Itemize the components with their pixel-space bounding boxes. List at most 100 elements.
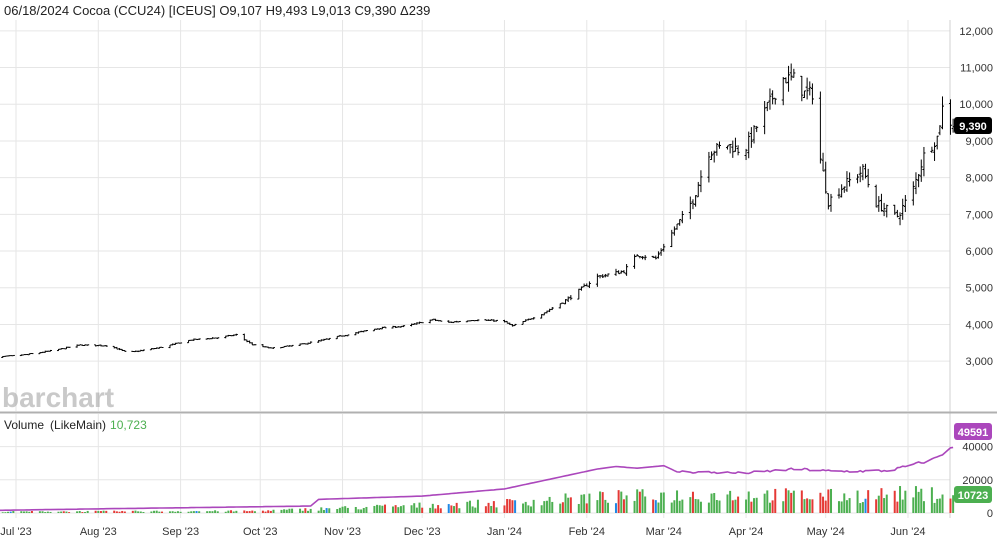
ohlc-bar	[272, 347, 276, 349]
ohlc-bar	[64, 346, 68, 350]
ohlc-bar	[56, 348, 60, 352]
ohlc-bar	[359, 330, 363, 333]
ohlc-bar	[800, 75, 804, 102]
ohlc-bar	[22, 354, 26, 356]
volume-bar	[596, 500, 599, 513]
volume-bar	[153, 510, 156, 513]
volume-bar	[503, 505, 506, 513]
volume-bar	[322, 510, 325, 513]
ohlc-bar	[919, 159, 923, 182]
volume-bar	[699, 501, 702, 513]
volume-bar	[837, 501, 840, 513]
ohlc-bar	[566, 296, 570, 303]
ohlc-bar	[792, 68, 796, 78]
ohlc-bar	[744, 148, 748, 161]
volume-bar	[57, 511, 60, 513]
ohlc-bar	[205, 338, 209, 340]
ohlc-bar	[545, 310, 549, 314]
volume-bar	[545, 500, 548, 513]
volume-bar	[476, 499, 479, 513]
ohlc-bar	[120, 348, 124, 352]
volume-bar	[514, 500, 517, 513]
volume-bar	[731, 500, 734, 513]
ohlc-bar	[882, 202, 886, 217]
month-tick-label: Mar '24	[646, 526, 682, 538]
ohlc-bar	[473, 320, 477, 322]
ohlc-bar	[845, 171, 849, 192]
volume-bar	[373, 505, 376, 513]
volume-bar	[899, 486, 902, 513]
volume-bar	[530, 506, 533, 513]
ohlc-bar	[641, 256, 645, 260]
ohlc-bar	[598, 275, 602, 279]
ohlc-bar	[606, 273, 610, 277]
ohlc-bar	[577, 288, 581, 300]
price-tick-label: 3,000	[965, 356, 993, 368]
ohlc-bar	[728, 143, 732, 154]
volume-bar	[362, 507, 365, 513]
ohlc-bar	[569, 295, 573, 301]
ohlc-bar	[532, 317, 536, 320]
volume-bar	[941, 494, 944, 513]
ohlc-bar	[691, 199, 695, 210]
price-tick-label: 9,000	[965, 136, 993, 148]
ohlc-bar	[805, 77, 809, 100]
ohlc-bar	[123, 350, 127, 352]
ohlc-bar	[540, 314, 544, 319]
volume-bar	[930, 487, 933, 513]
ohlc-bar	[773, 97, 777, 105]
volume-bar	[76, 511, 79, 513]
volume-bar	[638, 491, 641, 513]
volume-bar	[511, 500, 514, 513]
ohlc-bar	[585, 283, 589, 287]
volume-bar	[7, 511, 10, 513]
ohlc-bar	[250, 342, 254, 346]
ohlc-bar	[248, 340, 252, 344]
axes: 3,000 4,000 5,000 6,000 7,000 8,000 9,000 10,00…	[0, 26, 993, 538]
volume-bar	[803, 499, 806, 513]
volume-bar	[800, 490, 803, 513]
volume-bar	[84, 512, 87, 513]
volume-bar	[490, 505, 493, 513]
month-tick-label: Dec '23	[404, 526, 441, 538]
volume-bar	[827, 489, 830, 513]
volume-bar	[450, 505, 453, 513]
volume-bar	[710, 493, 713, 513]
volume-bar	[155, 510, 158, 513]
volume-bar	[214, 510, 217, 513]
ohlc-bar	[903, 194, 907, 213]
volume-bar	[301, 510, 304, 513]
ohlc-bar	[558, 303, 562, 309]
ohlc-bar	[3, 355, 7, 357]
volume-bar	[487, 502, 490, 513]
grid-lines	[0, 20, 951, 518]
volume-bar	[691, 491, 694, 513]
ohlc-bar	[837, 188, 841, 199]
ohlc-bar	[715, 143, 719, 156]
volume-bar	[604, 499, 607, 513]
ohlc-bar	[654, 255, 658, 260]
volume-bar	[338, 507, 341, 513]
ohlc-bar	[898, 212, 902, 226]
ohlc-bar	[656, 251, 660, 259]
ohlc-bar	[781, 76, 785, 106]
volume-bar	[283, 509, 286, 513]
volume-bar	[190, 511, 193, 513]
volume-bar	[269, 510, 272, 513]
volume-bar	[288, 508, 291, 513]
volume-bar	[187, 511, 190, 513]
volume-bar	[99, 511, 102, 513]
price-tick-label: 5,000	[965, 283, 993, 295]
ohlc-bar	[625, 264, 629, 276]
ohlc-bar	[619, 270, 623, 274]
ohlc-bar	[922, 146, 926, 177]
ohlc-bar	[941, 96, 945, 130]
volume-bar	[357, 509, 360, 513]
volume-bar	[391, 506, 394, 513]
volume-bar	[68, 512, 71, 513]
ohlc-bar	[447, 320, 451, 323]
volume-bar	[227, 510, 230, 513]
volume-bar	[588, 493, 591, 513]
volume-bar	[97, 510, 100, 513]
